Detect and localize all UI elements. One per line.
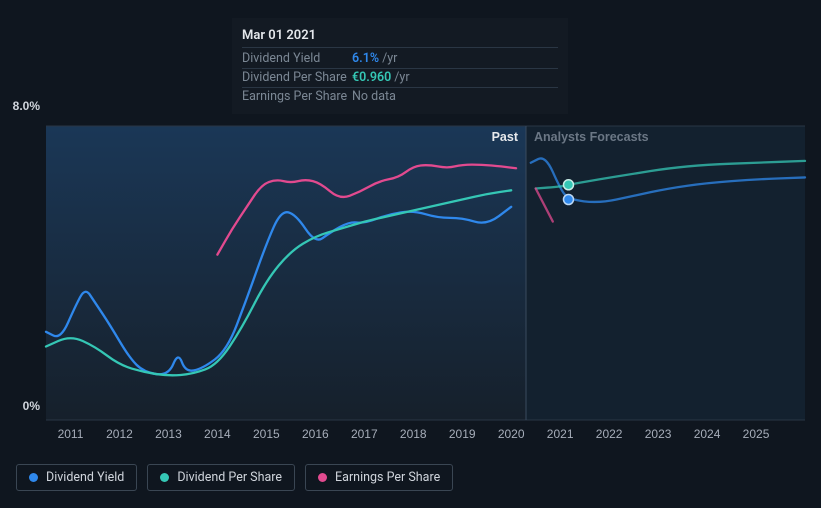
tooltip-field-label: Dividend Yield bbox=[242, 51, 352, 67]
tooltip-rows: Dividend Yield6.1%/yrDividend Per Share€… bbox=[242, 50, 558, 106]
svg-text:Past: Past bbox=[492, 130, 519, 144]
legend-label: Dividend Per Share bbox=[177, 470, 282, 485]
tooltip-field-value: €0.960 bbox=[352, 70, 391, 85]
svg-text:2017: 2017 bbox=[351, 427, 378, 441]
tooltip-field-label: Dividend Per Share bbox=[242, 70, 352, 86]
tooltip-field-value: No data bbox=[352, 89, 396, 104]
legend-dot bbox=[318, 473, 327, 482]
svg-text:2020: 2020 bbox=[498, 427, 525, 441]
svg-text:2013: 2013 bbox=[155, 427, 182, 441]
svg-text:2024: 2024 bbox=[694, 427, 721, 441]
svg-text:2023: 2023 bbox=[645, 427, 672, 441]
svg-text:2019: 2019 bbox=[449, 427, 476, 441]
svg-text:2015: 2015 bbox=[253, 427, 280, 441]
chart-container: 8.0% 0% 2011 2012 2013 2014 2015 2016 2017 2018 20… bbox=[0, 0, 821, 508]
legend-item[interactable]: Dividend Per Share bbox=[147, 464, 295, 491]
tooltip-row: Earnings Per ShareNo data bbox=[242, 88, 558, 106]
legend-label: Dividend Yield bbox=[46, 470, 124, 485]
svg-text:8.0%: 8.0% bbox=[13, 99, 41, 113]
svg-text:Analysts Forecasts: Analysts Forecasts bbox=[534, 130, 649, 144]
legend-item[interactable]: Earnings Per Share bbox=[305, 464, 453, 491]
svg-text:2018: 2018 bbox=[400, 427, 427, 441]
legend-item[interactable]: Dividend Yield bbox=[16, 464, 137, 491]
tooltip-field-label: Earnings Per Share bbox=[242, 89, 352, 105]
svg-text:2016: 2016 bbox=[302, 427, 329, 441]
svg-text:2022: 2022 bbox=[596, 427, 623, 441]
legend: Dividend Yield Dividend Per Share Earnings… bbox=[16, 464, 453, 491]
svg-text:2021: 2021 bbox=[547, 427, 574, 441]
tooltip-row: Dividend Yield6.1%/yr bbox=[242, 50, 558, 69]
legend-dot bbox=[160, 473, 169, 482]
legend-label: Earnings Per Share bbox=[335, 470, 440, 485]
svg-text:2011: 2011 bbox=[58, 427, 84, 441]
tooltip-row: Dividend Per Share€0.960/yr bbox=[242, 69, 558, 88]
svg-text:2014: 2014 bbox=[204, 427, 231, 441]
legend-dot bbox=[29, 473, 38, 482]
svg-text:2012: 2012 bbox=[106, 427, 133, 441]
tooltip-field-value: 6.1% bbox=[352, 51, 379, 66]
svg-text:0%: 0% bbox=[23, 399, 41, 413]
tooltip-field-suffix: /yr bbox=[382, 51, 397, 66]
tooltip-field-suffix: /yr bbox=[394, 70, 409, 85]
svg-text:2025: 2025 bbox=[743, 427, 770, 441]
tooltip: Mar 01 2021 Dividend Yield6.1%/yrDividen… bbox=[232, 18, 568, 114]
tooltip-date: Mar 01 2021 bbox=[242, 26, 558, 48]
